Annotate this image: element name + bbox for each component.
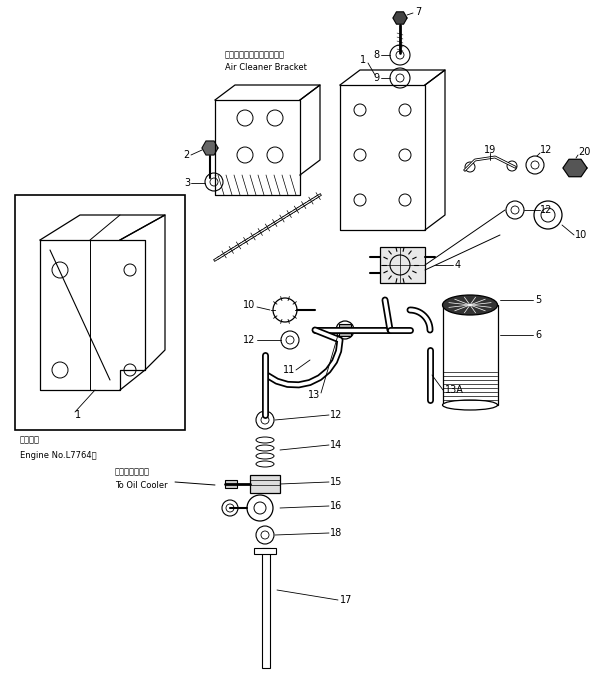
Text: 12: 12 [243,335,255,345]
Text: 10: 10 [575,230,587,240]
Polygon shape [563,160,587,177]
Text: 3: 3 [184,178,190,188]
Polygon shape [202,141,218,155]
Text: 10: 10 [243,300,255,310]
Bar [443,305,498,405]
Bar [225,480,237,488]
Text: 2: 2 [184,150,190,160]
Bar [15,195,185,430]
Bar [262,548,270,668]
Text: 4: 4 [455,260,461,270]
Bar [380,247,425,283]
Text: 適用号機: 適用号機 [20,435,40,445]
Bar [254,548,276,554]
Bar [339,324,351,336]
Text: Engine No.L7764～: Engine No.L7764～ [20,450,97,460]
Text: 5: 5 [535,295,542,305]
Text: 19: 19 [484,145,496,155]
Text: エアークリーナブラケット: エアークリーナブラケット [225,50,285,60]
Text: 9: 9 [374,73,380,83]
Text: 15: 15 [330,477,343,487]
Polygon shape [393,12,407,24]
Text: オイルクーラへ: オイルクーラへ [115,468,150,477]
Ellipse shape [256,453,274,459]
Text: 14: 14 [330,440,342,450]
Text: 7: 7 [415,7,421,17]
Text: 13A: 13A [445,385,464,395]
Ellipse shape [256,445,274,451]
Ellipse shape [442,295,498,315]
Text: 11: 11 [282,365,295,375]
Text: 12: 12 [540,145,552,155]
Text: Air Cleaner Bracket: Air Cleaner Bracket [225,64,307,73]
Text: 12: 12 [330,410,343,420]
Ellipse shape [256,437,274,443]
Text: 20: 20 [578,147,590,157]
Text: 18: 18 [330,528,342,538]
Ellipse shape [256,461,274,467]
Text: 8: 8 [374,50,380,60]
Text: 6: 6 [535,330,541,340]
Text: To Oil Cooler: To Oil Cooler [115,481,168,490]
Text: 1: 1 [75,410,81,420]
Text: 12: 12 [540,205,552,215]
Text: 16: 16 [330,501,342,511]
Text: 17: 17 [340,595,352,605]
Bar [250,475,280,493]
Ellipse shape [442,400,498,410]
Text: 1: 1 [360,55,366,65]
Text: 13: 13 [308,390,320,400]
